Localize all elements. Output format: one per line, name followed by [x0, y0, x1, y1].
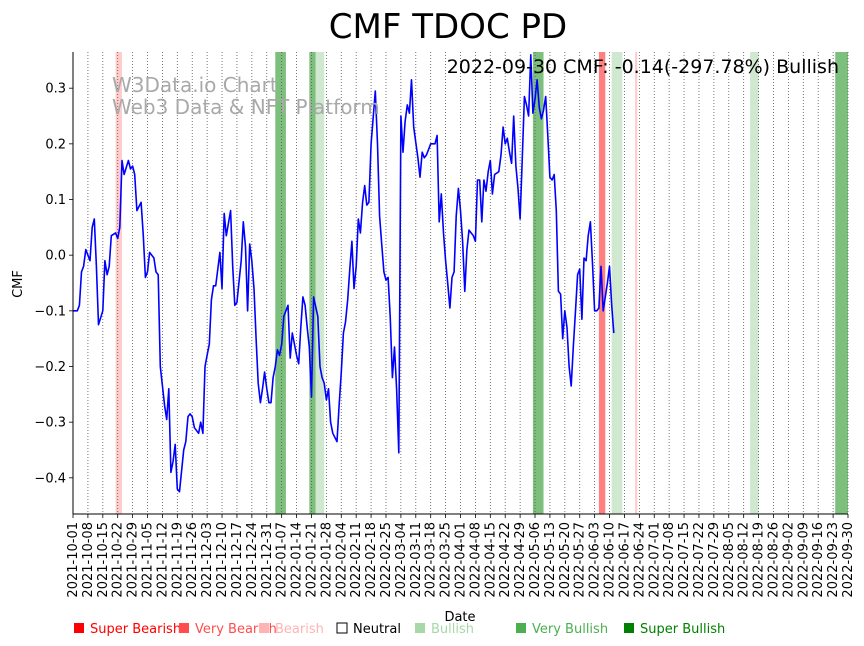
x-tick-label: 2021-12-24 — [245, 522, 260, 598]
y-tick-label: −0.4 — [34, 471, 66, 486]
region-very_bullish — [275, 52, 286, 514]
legend-swatch — [415, 623, 425, 633]
x-tick-label: 2021-11-12 — [155, 522, 170, 598]
x-tick-label: 2022-04-15 — [483, 522, 498, 598]
x-tick-label: 2021-10-22 — [111, 522, 126, 598]
x-tick-label: 2021-11-26 — [185, 522, 200, 598]
y-axis-label: CMF — [11, 270, 26, 298]
x-tick-label: 2022-09-09 — [796, 522, 811, 598]
signal-regions — [115, 52, 848, 514]
legend-swatch — [336, 622, 348, 634]
legend-swatch — [624, 623, 634, 633]
y-tick-label: −0.1 — [34, 304, 66, 319]
x-tick-label: 2021-12-10 — [215, 522, 230, 598]
y-tick-label: 0.0 — [45, 249, 66, 264]
x-tick-label: 2021-11-05 — [141, 522, 156, 598]
region-very_bullish — [532, 52, 544, 514]
region-bullish — [611, 52, 623, 514]
watermark-line-1: W3Data.io Chart — [112, 73, 278, 97]
x-tick-label: 2022-05-13 — [543, 522, 558, 598]
x-tick-label: 2022-07-01 — [647, 522, 662, 598]
legend-label: Super Bullish — [640, 622, 725, 637]
x-tick-label: 2022-07-08 — [662, 522, 677, 598]
x-tick-label: 2022-02-11 — [349, 522, 364, 598]
x-tick-label: 2022-08-12 — [737, 522, 752, 598]
x-tick-label: 2022-01-28 — [319, 522, 334, 598]
x-tick-label: 2022-06-10 — [603, 522, 618, 598]
x-tick-label: 2022-06-24 — [632, 522, 647, 598]
legend-label: Very Bearish — [195, 622, 277, 637]
series-line-cmf — [73, 53, 615, 493]
x-tick-label: 2021-10-08 — [81, 522, 96, 598]
x-tick-label: 2022-06-17 — [617, 522, 632, 598]
x-tick-label: 2022-07-22 — [692, 522, 707, 598]
x-tick-label: 2022-03-11 — [409, 522, 424, 598]
region-bearish — [635, 52, 638, 514]
x-tick-label: 2022-08-19 — [752, 522, 767, 598]
x-tick-label: 2022-01-21 — [304, 522, 319, 598]
region-bullish — [750, 52, 759, 514]
x-tick-label: 2022-08-05 — [722, 522, 737, 598]
y-tick-label: 0.2 — [45, 137, 66, 152]
region-bullish — [315, 52, 325, 514]
cmf-series — [73, 53, 615, 493]
x-tick-label: 2022-02-25 — [379, 522, 394, 598]
x-tick-label: 2022-05-06 — [528, 522, 543, 598]
x-tick-label: 2022-09-30 — [841, 522, 856, 598]
x-tick-label: 2022-05-27 — [573, 522, 588, 598]
x-tick-label: 2022-07-15 — [677, 522, 692, 598]
y-tick-label: 0.1 — [45, 193, 66, 208]
legend-swatch — [74, 623, 84, 633]
x-tick-label: 2022-04-22 — [498, 522, 513, 598]
x-tick-label: 2022-02-18 — [364, 522, 379, 598]
x-axis-label: Date — [444, 610, 475, 625]
vertical-gridlines — [72, 52, 849, 514]
x-tick-label: 2022-05-20 — [558, 522, 573, 598]
chart-title: CMF TDOC PD — [329, 7, 567, 47]
x-tick-label: 2022-04-08 — [468, 522, 483, 598]
legend-swatch — [179, 623, 189, 633]
legend-swatch — [516, 623, 526, 633]
x-tick-label: 2021-12-03 — [200, 522, 215, 598]
legend-label: Bullish — [431, 622, 474, 637]
x-tick-label: 2022-09-16 — [811, 522, 826, 598]
x-tick-label: 2021-12-17 — [230, 522, 245, 598]
x-tick-label: 2021-11-19 — [170, 522, 185, 598]
legend-label: Very Bullish — [532, 622, 608, 637]
x-tick-label: 2022-01-14 — [290, 522, 305, 598]
y-tick-label: −0.2 — [34, 360, 66, 375]
x-tick-label: 2022-04-01 — [454, 522, 469, 598]
region-very_bullish — [309, 52, 316, 514]
x-tick-label: 2021-10-01 — [66, 522, 81, 598]
x-tick-label: 2021-10-29 — [126, 522, 141, 598]
x-tick-label: 2021-12-31 — [260, 522, 275, 598]
region-very_bullish — [835, 52, 848, 514]
legend-label: Neutral — [353, 622, 401, 637]
watermark-line-2: Web3 Data & NFT Platform — [112, 95, 380, 119]
x-tick-label: 2022-03-18 — [424, 522, 439, 598]
x-tick-label: 2022-09-02 — [781, 522, 796, 598]
x-tick-label: 2022-02-04 — [334, 522, 349, 598]
x-tick-label: 2022-08-26 — [766, 522, 781, 598]
x-tick-label: 2022-03-25 — [439, 522, 454, 598]
x-tick-label: 2022-03-04 — [394, 522, 409, 598]
x-tick-label: 2022-01-07 — [275, 522, 290, 598]
region-bearish — [115, 52, 122, 514]
legend-swatch — [259, 623, 269, 633]
y-tick-label: 0.3 — [45, 82, 66, 97]
x-tick-label: 2022-04-29 — [513, 522, 528, 598]
x-tick-label: 2022-06-03 — [588, 522, 603, 598]
y-tick-label: −0.3 — [34, 416, 66, 431]
cmf-annotation: 2022-09-30 CMF: -0.14(-297.78%) Bullish — [447, 56, 839, 78]
y-ticks: −0.4 −0.3 −0.2 −0.1 0.0 0.1 0.2 0.3 — [34, 82, 73, 486]
x-tick-label: 2022-07-29 — [707, 522, 722, 598]
legend-label: Bearish — [275, 622, 324, 637]
x-ticks: 2021-10-01 2021-10-08 2021-10-15 2021-10-22… — [66, 514, 856, 598]
x-tick-label: 2021-10-15 — [96, 522, 111, 598]
legend-label: Super Bearish — [90, 622, 181, 637]
x-tick-label: 2022-09-23 — [826, 522, 841, 598]
